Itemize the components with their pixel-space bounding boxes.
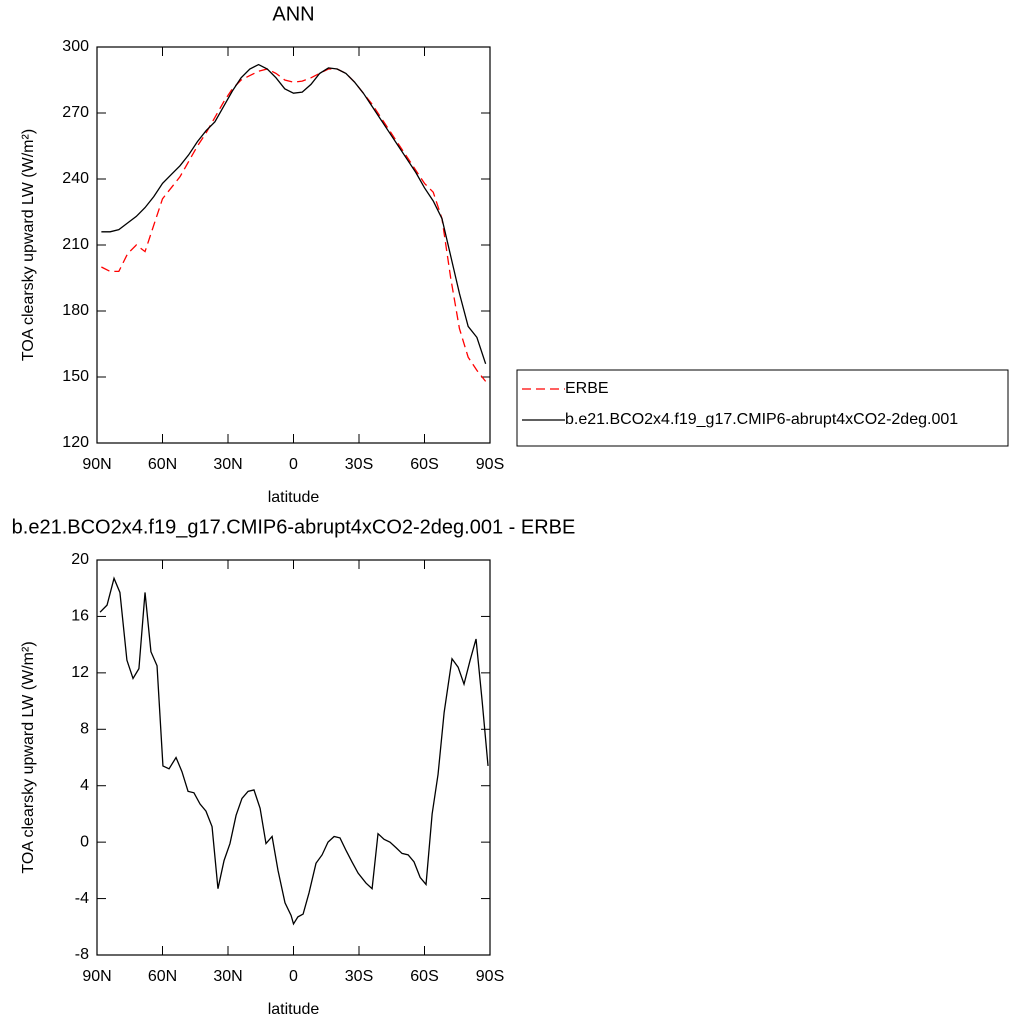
x-tick-label: 30N (213, 968, 242, 985)
x-tick-label: 0 (289, 968, 298, 985)
y-tick-label: 180 (62, 302, 89, 319)
y-tick-label: 4 (80, 777, 89, 794)
legend-label: ERBE (565, 380, 609, 397)
y-axis-label: TOA clearsky upward LW (W/m²) (20, 129, 37, 361)
x-tick-label: 30N (213, 456, 242, 473)
x-tick-label: 90N (82, 456, 111, 473)
y-tick-label: 210 (62, 236, 89, 253)
x-axis-label: latitude (268, 1001, 320, 1018)
y-tick-label: 270 (62, 104, 89, 121)
x-tick-label: 90S (476, 968, 504, 985)
x-tick-label: 90S (476, 456, 504, 473)
data-line (99, 576, 489, 926)
chart-title: b.e21.BCO2x4.f19_g17.CMIP6-abrupt4xCO2-2… (12, 516, 576, 538)
y-tick-label: 20 (71, 551, 89, 568)
x-tick-label: 0 (289, 456, 298, 473)
y-tick-label: -4 (75, 890, 89, 907)
y-tick-label: 8 (80, 721, 89, 738)
x-tick-label: 60S (410, 456, 438, 473)
x-tick-label: 60N (148, 968, 177, 985)
y-tick-label: 300 (62, 38, 89, 55)
plot-frame (96, 46, 491, 444)
legend-label: b.e21.BCO2x4.f19_g17.CMIP6-abrupt4xCO2-2… (565, 411, 958, 428)
y-tick-label: 12 (71, 664, 89, 681)
x-axis-label: latitude (268, 489, 320, 506)
y-tick-label: 120 (62, 434, 89, 451)
x-tick-label: 60N (148, 456, 177, 473)
series-line (101, 63, 487, 365)
y-tick-label: 150 (62, 368, 89, 385)
y-tick-label: -8 (75, 946, 89, 963)
y-tick-label: 0 (80, 833, 89, 850)
x-tick-label: 30S (345, 456, 373, 473)
y-axis-label: TOA clearsky upward LW (W/m²) (20, 641, 37, 873)
chart-title: ANN (272, 3, 314, 25)
series-line (101, 68, 487, 382)
x-tick-label: 90N (82, 968, 111, 985)
y-tick-label: 240 (62, 170, 89, 187)
legend-box (516, 369, 1009, 447)
y-tick-label: 16 (71, 608, 89, 625)
x-tick-label: 30S (345, 968, 373, 985)
x-tick-label: 60S (410, 968, 438, 985)
plot-frame (96, 559, 491, 956)
